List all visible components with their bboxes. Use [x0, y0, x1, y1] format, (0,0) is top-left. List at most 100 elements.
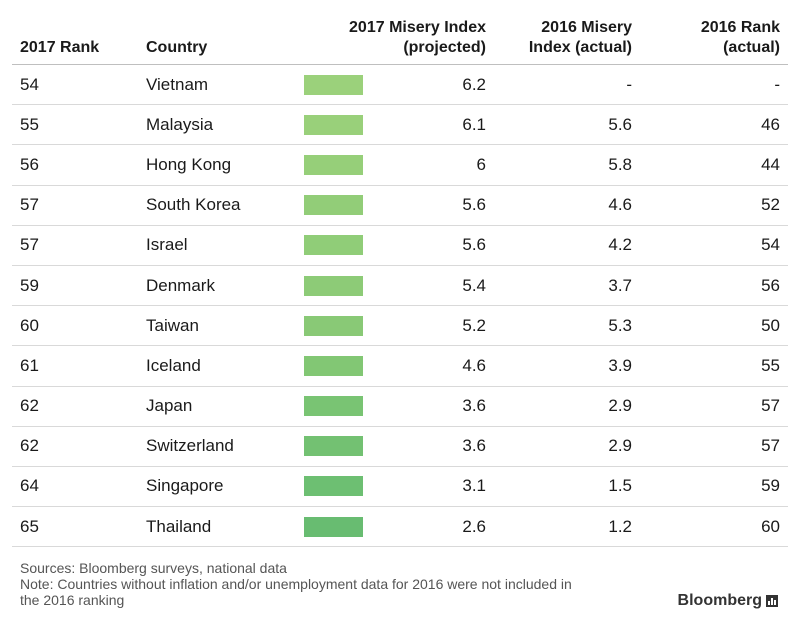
misery-bar: [304, 74, 363, 95]
country-cell: Israel: [146, 235, 188, 255]
misery-2017-cell: 4.6: [462, 355, 486, 375]
rank-2016-cell: 52: [761, 195, 780, 215]
misery-2017-cell: 2.6: [462, 516, 486, 536]
table-row: 61 Iceland 4.6 3.9 55: [12, 346, 788, 387]
table-row: 62 Japan 3.6 2.9 57: [12, 387, 788, 427]
rank-2017-cell: 62: [20, 396, 39, 416]
misery-2016-cell: 4.2: [608, 235, 632, 255]
misery-2016-cell: 3.9: [608, 355, 632, 375]
rank-2017-cell: 57: [20, 195, 39, 215]
header-2017-rank: 2017 Rank: [20, 39, 100, 56]
header-country: Country: [146, 39, 208, 56]
rank-2017-cell: 60: [20, 315, 39, 335]
misery-bar: [304, 315, 363, 336]
misery-bar: [304, 436, 363, 457]
table-row: 57 Israel 5.6 4.2 54: [12, 226, 788, 266]
table-row: 64 Singapore 3.1 1.5 59: [12, 467, 788, 508]
misery-bar: [304, 476, 363, 497]
misery-2016-cell: 1.2: [608, 516, 632, 536]
country-cell: Thailand: [146, 516, 212, 536]
bloomberg-chart-icon: [766, 595, 778, 607]
header-2016-actual: 2016 Misery Index (actual): [529, 18, 632, 58]
table-row: 56 Hong Kong 6 5.8 44: [12, 145, 788, 186]
table-header: 2017 Rank Country 2017 Misery Index (pro…: [12, 18, 788, 65]
misery-2016-cell: 5.8: [608, 154, 632, 174]
country-cell: Hong Kong: [146, 154, 232, 174]
header-2017-projected-line1: 2017 Misery Index: [349, 19, 486, 36]
rank-2016-cell: -: [774, 74, 780, 94]
rank-2017-cell: 59: [20, 275, 39, 295]
misery-2017-cell: 6.1: [462, 114, 486, 134]
country-cell: Singapore: [146, 476, 224, 496]
header-2017-projected-line2: (projected): [403, 39, 486, 56]
country-cell: South Korea: [146, 195, 241, 215]
rank-2016-cell: 57: [761, 436, 780, 456]
misery-2017-cell: 5.4: [462, 275, 486, 295]
table-row: 65 Thailand 2.6 1.2 60: [12, 507, 788, 548]
header-2016-rank: 2016 Rank (actual): [701, 18, 780, 58]
rank-2016-cell: 55: [761, 355, 780, 375]
misery-2017-cell: 6.2: [462, 74, 486, 94]
rank-2016-cell: 56: [761, 275, 780, 295]
rank-2016-cell: 46: [761, 114, 780, 134]
misery-2016-cell: 1.5: [608, 476, 632, 496]
misery-bar: [304, 355, 363, 376]
rank-2016-cell: 59: [761, 476, 780, 496]
footnotes: Sources: Bloomberg surveys, national dat…: [20, 560, 660, 608]
table-row: 57 South Korea 5.6 4.6 52: [12, 186, 788, 226]
misery-2017-cell: 5.2: [462, 315, 486, 335]
table-row: 59 Denmark 5.4 3.7 56: [12, 266, 788, 307]
rank-2016-cell: 50: [761, 315, 780, 335]
table-row: 60 Taiwan 5.2 5.3 50: [12, 306, 788, 347]
country-cell: Vietnam: [146, 74, 209, 94]
rank-2017-cell: 61: [20, 355, 39, 375]
brand-text: Bloomberg: [677, 592, 762, 609]
rank-2016-cell: 57: [761, 396, 780, 416]
misery-2016-cell: -: [626, 74, 632, 94]
rank-2016-cell: 54: [761, 235, 780, 255]
misery-bar: [304, 235, 363, 256]
country-cell: Switzerland: [146, 436, 234, 456]
misery-bar: [304, 396, 363, 417]
misery-2017-cell: 5.6: [462, 195, 486, 215]
misery-2016-cell: 2.9: [608, 396, 632, 416]
rank-2017-cell: 54: [20, 74, 39, 94]
header-2016-actual-line2: Index (actual): [528, 39, 632, 56]
table-row: 62 Switzerland 3.6 2.9 57: [12, 427, 788, 467]
bloomberg-logo: Bloomberg: [678, 592, 778, 610]
misery-bar: [304, 516, 363, 537]
rank-2017-cell: 64: [20, 476, 39, 496]
header-2016-rank-line1: 2016 Rank: [700, 19, 780, 36]
misery-2017-cell: 3.6: [462, 436, 486, 456]
table-body: 54 Vietnam 6.2 - - 55 Malaysia 6.1 5.6 46 56 Hong K…: [12, 65, 788, 548]
country-cell: Denmark: [146, 275, 215, 295]
misery-bar: [304, 195, 363, 216]
misery-index-table: 2017 Rank Country 2017 Misery Index (pro…: [12, 18, 788, 548]
header-2016-actual-line1: 2016 Misery: [541, 19, 632, 36]
misery-2017-cell: 5.6: [462, 235, 486, 255]
misery-bar: [304, 154, 363, 175]
header-2017-projected: 2017 Misery Index (projected): [349, 18, 486, 58]
misery-2016-cell: 5.3: [608, 315, 632, 335]
rank-2016-cell: 44: [761, 154, 780, 174]
misery-2017-cell: 3.1: [462, 476, 486, 496]
misery-2017-cell: 6: [476, 154, 486, 174]
misery-2016-cell: 4.6: [608, 195, 632, 215]
rank-2017-cell: 65: [20, 516, 39, 536]
country-cell: Taiwan: [146, 315, 199, 335]
rank-2016-cell: 60: [761, 516, 780, 536]
country-cell: Malaysia: [146, 114, 214, 134]
rank-2017-cell: 57: [20, 235, 39, 255]
country-cell: Japan: [146, 396, 193, 416]
misery-2016-cell: 5.6: [608, 114, 632, 134]
table-row: 54 Vietnam 6.2 - -: [12, 65, 788, 106]
note-text-line1: Note: Countries without inflation and/or…: [20, 576, 572, 592]
rank-2017-cell: 56: [20, 154, 39, 174]
table-row: 55 Malaysia 6.1 5.6 46: [12, 105, 788, 146]
rank-2017-cell: 55: [20, 114, 39, 134]
header-2016-rank-line2: (actual): [723, 39, 780, 56]
misery-bar: [304, 275, 363, 296]
country-cell: Iceland: [146, 355, 201, 375]
note-text-line2: the 2016 ranking: [20, 592, 125, 608]
misery-2016-cell: 2.9: [608, 436, 632, 456]
